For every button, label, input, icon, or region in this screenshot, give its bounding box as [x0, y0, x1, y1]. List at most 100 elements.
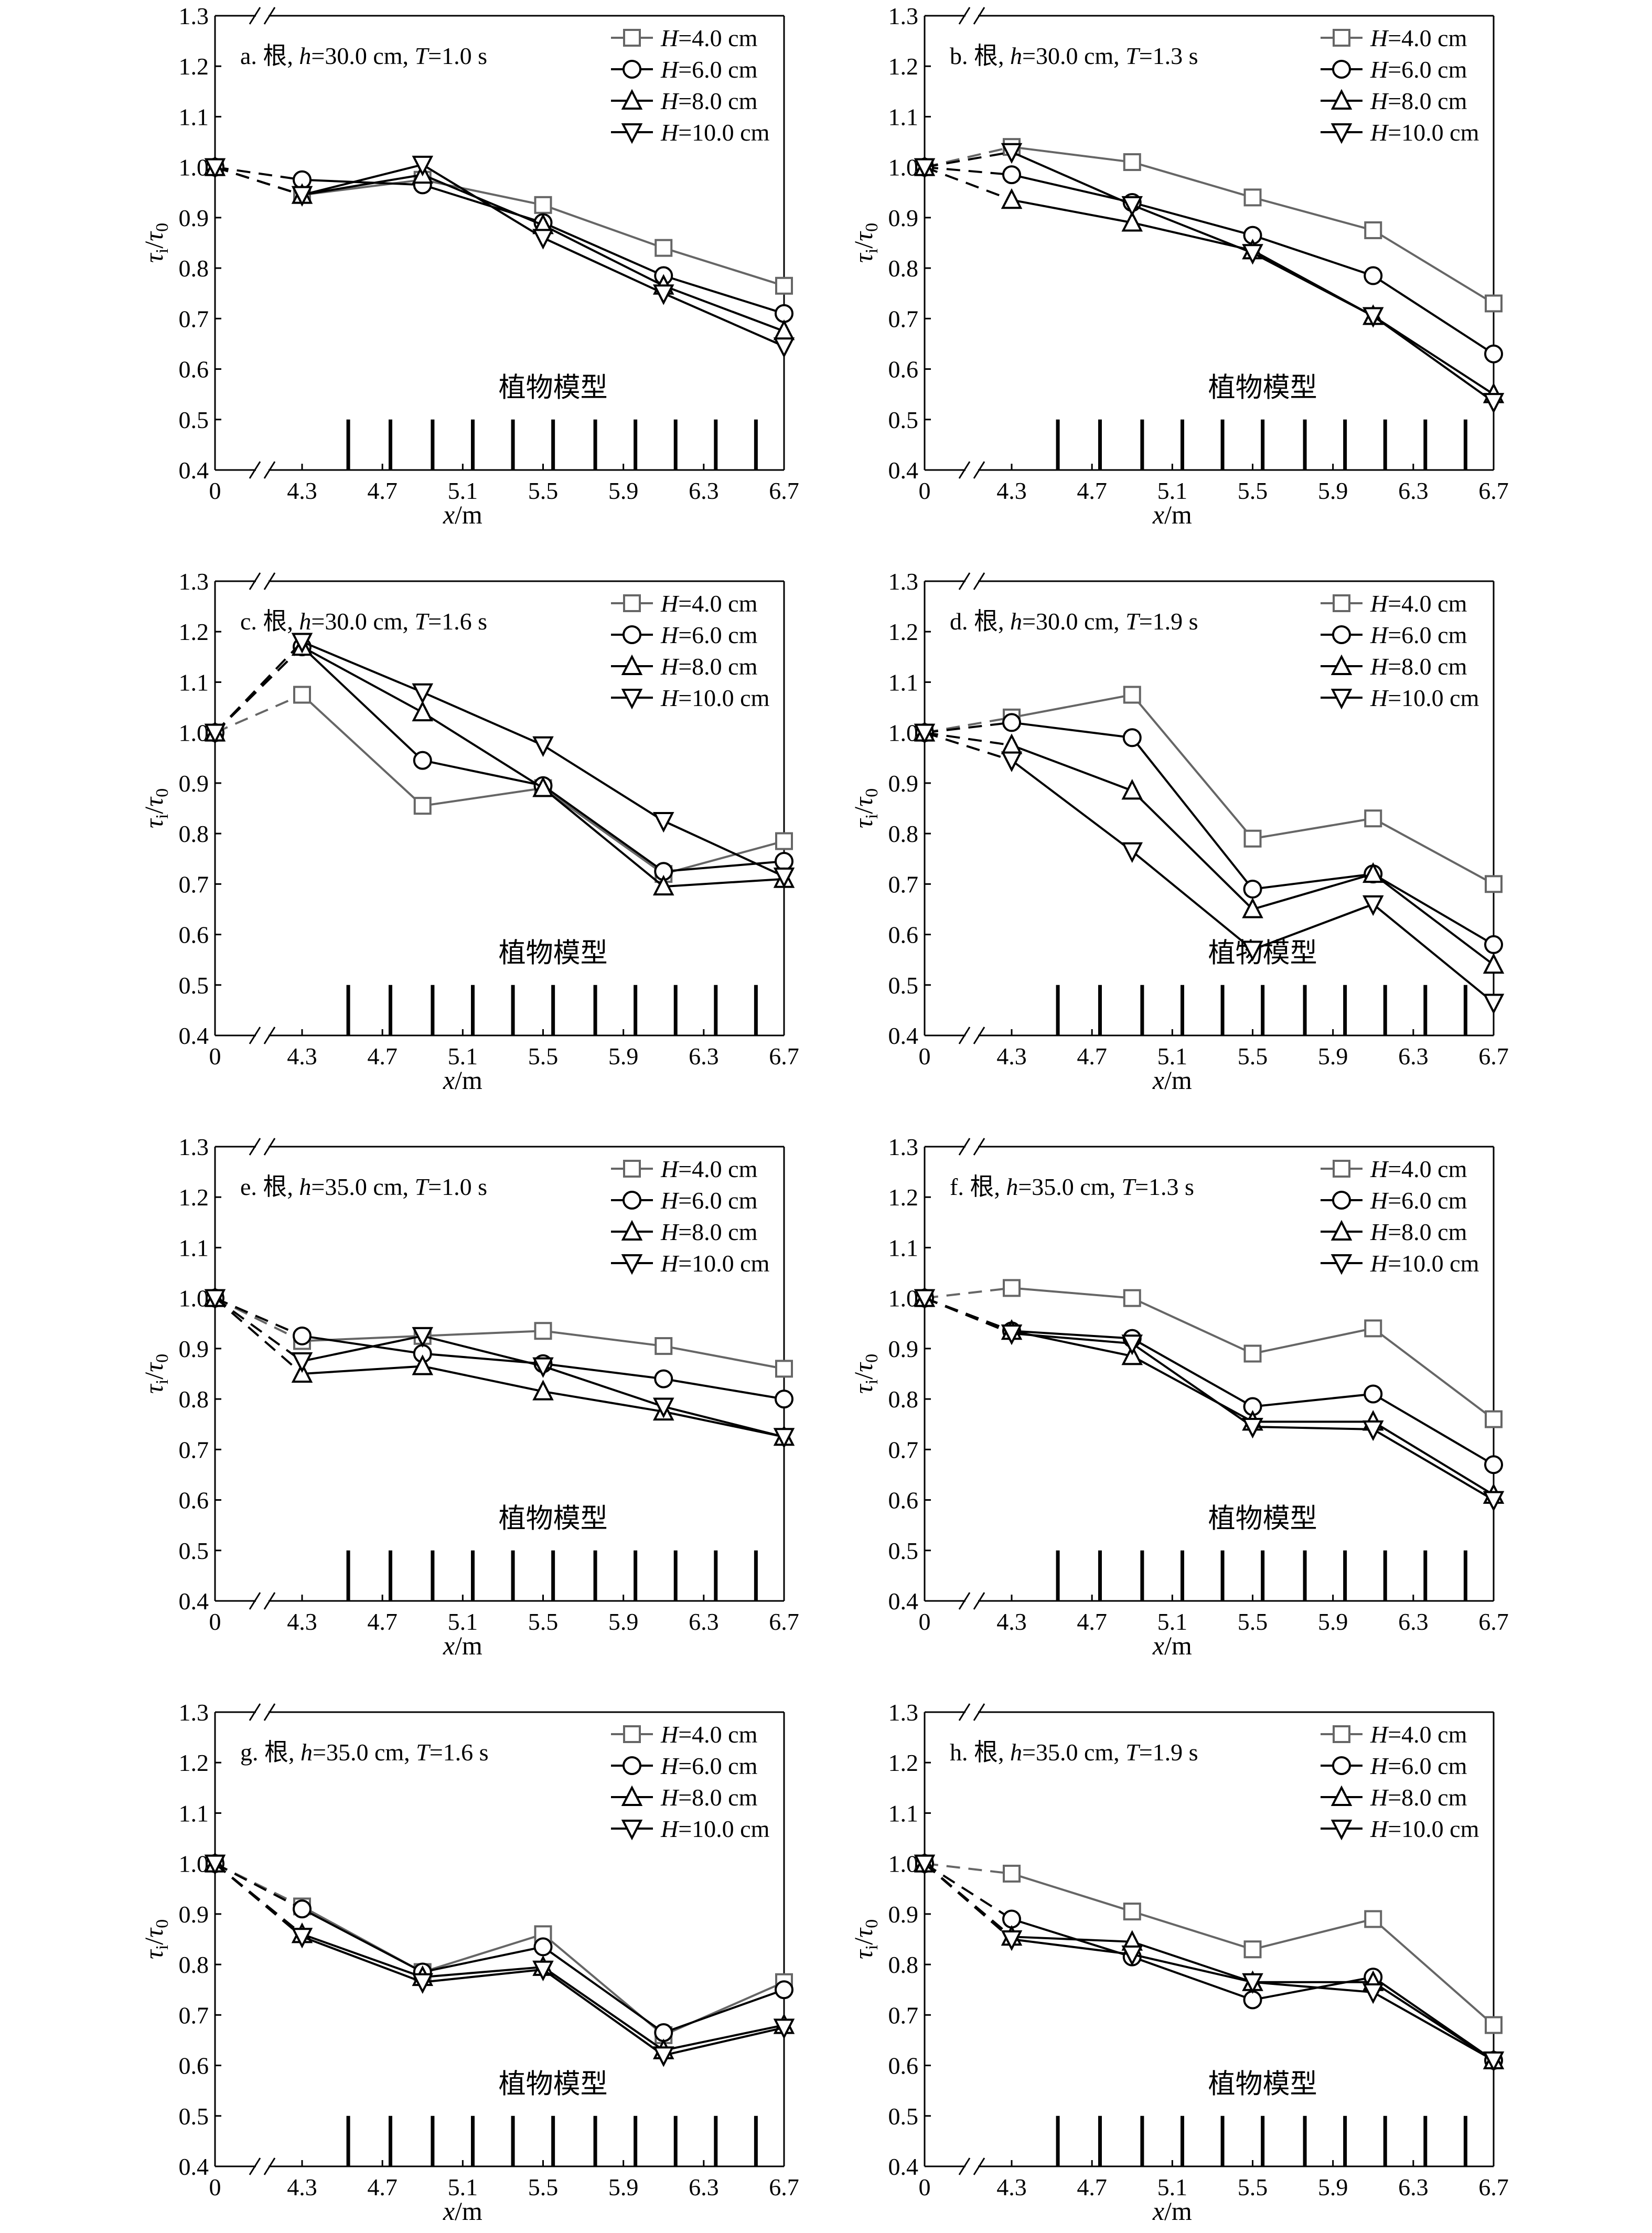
x-axis-label: x/m: [443, 1631, 482, 1660]
y-tick-label: 1.1: [888, 669, 919, 696]
x-tick-label: 4.7: [367, 1043, 398, 1070]
data-point: [293, 1326, 312, 1345]
data-point: [1362, 1420, 1384, 1441]
series-break-segment: [214, 646, 303, 734]
series-3: [914, 143, 1505, 414]
legend-marker: [1333, 1725, 1350, 1743]
y-tick-label: 1.0: [179, 1285, 209, 1312]
legend-marker: [1332, 625, 1351, 644]
data-point: [652, 284, 674, 305]
series-break-segment: [924, 151, 1012, 168]
x-tick-label: 0: [209, 2174, 221, 2200]
data-point: [775, 852, 793, 871]
x-tick-label: 6.3: [1398, 2174, 1429, 2200]
legend-marker: [621, 1220, 643, 1241]
y-tick-label: 1.2: [179, 618, 209, 645]
data-point: [1483, 393, 1505, 414]
y-tick-label: 1.0: [179, 720, 209, 746]
x-axis-label: x/m: [1152, 500, 1192, 529]
data-point: [775, 276, 793, 295]
y-tick-label: 0.9: [888, 1901, 919, 1928]
data-point: [532, 776, 554, 797]
y-tick-label: 1.3: [888, 1699, 919, 1726]
legend-label: H=10.0 cm: [660, 1250, 770, 1277]
y-tick-label: 0.7: [888, 2002, 919, 2028]
data-point: [652, 874, 674, 896]
vegetation-label: 植物模型: [1208, 2068, 1317, 2100]
legend-label: H=4.0 cm: [1370, 25, 1467, 51]
data-point: [1364, 1319, 1382, 1338]
x-tick-label: 0: [919, 2174, 931, 2200]
legend-label: H=6.0 cm: [1370, 622, 1467, 648]
y-tick-label: 0.8: [179, 820, 209, 847]
legend-label: H=4.0 cm: [1370, 1156, 1467, 1182]
data-point: [1001, 1930, 1023, 1951]
y-tick-label: 0.4: [179, 1022, 209, 1049]
legend-marker: [623, 29, 641, 47]
x-tick-label: 5.1: [448, 1043, 478, 1070]
data-point: [775, 304, 793, 323]
y-tick-label: 1.2: [179, 53, 209, 80]
legend-label: H=6.0 cm: [660, 622, 758, 648]
legend: H=4.0 cm H=6.0 cm H=8.0 cm H=10.0 cm: [1321, 1156, 1479, 1277]
data-point: [652, 812, 674, 833]
y-tick-label: 0.9: [179, 1901, 209, 1928]
data-point: [1242, 244, 1263, 265]
legend-label: H=8.0 cm: [660, 1784, 758, 1811]
axis-break-mark: [958, 2157, 971, 2175]
panel-a: 植物模型 0.4 0.5 0.6 0.7 0.8 0.9 1.0 1.1 1.2 1.3 0 4.3 4.…: [139, 3, 799, 529]
data-point: [1002, 1909, 1021, 1929]
data-point: [204, 1289, 226, 1310]
y-tick-label: 0.4: [888, 1022, 919, 1049]
data-point: [1485, 294, 1503, 313]
series-break-segment: [214, 693, 303, 734]
x-tick-label: 5.5: [528, 2174, 559, 2200]
legend-label: H=10.0 cm: [660, 119, 770, 146]
x-tick-label: 6.7: [769, 2174, 799, 2200]
legend-label: H=6.0 cm: [1370, 1753, 1467, 1779]
legend-label: H=6.0 cm: [660, 1753, 758, 1779]
panel-f: 植物模型 0.4 0.5 0.6 0.7 0.8 0.9 1.0 1.1 1.2 1.3 0 4.3 4.…: [849, 1134, 1509, 1660]
data-point: [532, 229, 554, 250]
data-point: [775, 832, 793, 850]
y-tick-label: 1.2: [888, 53, 919, 80]
x-tick-label: 5.1: [1157, 1043, 1188, 1070]
y-tick-label: 0.4: [888, 1588, 919, 1615]
y-tick-label: 0.9: [179, 205, 209, 231]
data-point: [1121, 196, 1143, 217]
data-point: [1483, 993, 1505, 1014]
y-tick-label: 0.9: [888, 1335, 919, 1362]
legend-label: H=6.0 cm: [660, 56, 758, 83]
legend-label: H=8.0 cm: [660, 88, 758, 114]
data-point: [654, 1369, 673, 1388]
data-point: [1003, 1279, 1021, 1297]
legend: H=4.0 cm H=6.0 cm H=8.0 cm H=10.0 cm: [611, 1721, 770, 1842]
legend-label: H=10.0 cm: [660, 1815, 770, 1842]
y-tick-label: 0.8: [179, 255, 209, 282]
series-1: [915, 157, 1503, 364]
y-tick-label: 0.7: [179, 871, 209, 898]
data-point: [1242, 941, 1263, 961]
series-break-segment: [214, 166, 303, 196]
x-tick-label: 5.5: [1238, 2174, 1268, 2200]
data-point: [204, 158, 226, 179]
x-tick-label: 5.9: [608, 1608, 639, 1635]
y-tick-label: 0.4: [888, 2153, 919, 2180]
series-line: [1011, 693, 1494, 885]
data-point: [413, 751, 432, 770]
x-tick-label: 4.7: [1077, 2174, 1107, 2200]
data-point: [533, 1937, 553, 1957]
data-point: [532, 736, 554, 757]
y-tick-label: 0.7: [179, 2002, 209, 2028]
x-tick-label: 6.3: [689, 1043, 719, 1070]
x-tick-label: 5.1: [1157, 477, 1188, 504]
series-3: [204, 155, 795, 358]
series-break-segment: [924, 1297, 1012, 1334]
x-axis-label: x/m: [1152, 1631, 1192, 1660]
legend-label: H=8.0 cm: [1370, 1219, 1467, 1245]
panel-title: d. 根, h=30.0 cm, T=1.9 s: [950, 608, 1198, 635]
data-point: [412, 1973, 434, 1994]
data-point: [1002, 165, 1021, 185]
y-tick-label: 0.9: [888, 770, 919, 797]
x-tick-label: 6.7: [1478, 2174, 1509, 2200]
